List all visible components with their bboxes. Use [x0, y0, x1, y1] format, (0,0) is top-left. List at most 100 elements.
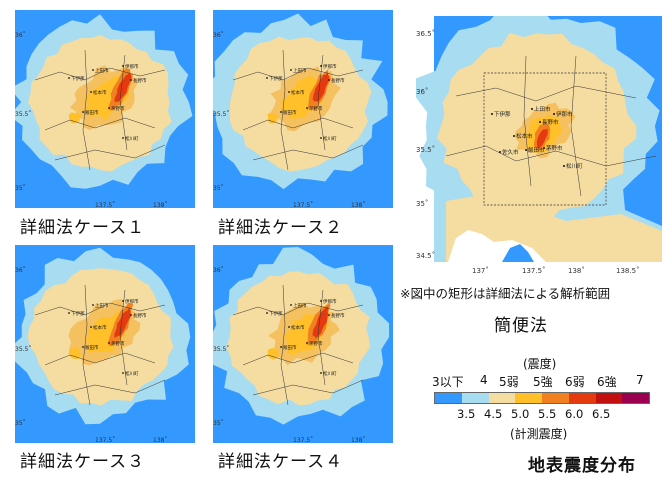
city-marker	[491, 113, 493, 115]
boundary-line	[82, 49, 91, 171]
lat-tick: 35.5˚	[213, 111, 229, 118]
boundary-line	[54, 144, 166, 161]
city-label: 飯田市	[283, 109, 297, 116]
boundary-line	[119, 54, 128, 151]
legend-class: 3以下	[432, 375, 464, 389]
boundary-line	[119, 289, 128, 386]
intensity-zone	[68, 347, 82, 360]
city-label: 松本市	[291, 324, 305, 331]
city-label: 茅野市	[309, 105, 323, 112]
city-marker	[122, 300, 124, 302]
legend-class: 6弱	[565, 375, 585, 389]
city-label: 伊那市	[556, 110, 573, 118]
legend-value: 4.5	[484, 407, 503, 421]
lat-tick: 35˚	[15, 420, 26, 427]
case-label: 詳細法ケース４	[218, 452, 344, 472]
boundary-line	[54, 379, 166, 396]
city-marker	[320, 300, 322, 302]
city-marker	[92, 69, 94, 71]
city-label: 上田市	[534, 105, 551, 113]
city-marker	[553, 113, 555, 115]
map-panel-2: 36˚ 35.5˚ 35˚ 137.5˚ 138˚ 上田市 下伊那 伊那市 松本市 長野市 飯田市 茅…	[213, 10, 393, 208]
legend-title: (震度)	[523, 357, 557, 371]
city-marker	[68, 77, 70, 79]
boundary-line	[570, 55, 582, 197]
city-label: 長野市	[331, 77, 345, 84]
lat-tick: 36˚	[213, 267, 224, 274]
lat-tick: 36.5˚	[416, 30, 435, 38]
legend-class: 5弱	[499, 375, 519, 389]
legend-value: 5.0	[511, 407, 530, 421]
boundary-line	[242, 352, 354, 366]
city-marker	[320, 372, 322, 374]
intensity-zone	[536, 128, 548, 148]
lon-tick: 137.5˚	[293, 437, 313, 443]
city-label: 下伊那	[269, 75, 283, 82]
lat-tick: 35˚	[416, 200, 428, 208]
city-label: 松川町	[566, 162, 583, 170]
city-label: 茅野市	[111, 105, 125, 112]
boundary-line	[232, 302, 364, 316]
simple-method-label: 簡便法	[494, 316, 548, 336]
city-label: 伊那市	[323, 63, 337, 70]
boundary-line	[252, 379, 364, 396]
city-label: 松本市	[516, 132, 533, 140]
lon-tick: 138.5˚	[616, 267, 640, 275]
city-label: 上田市	[95, 302, 109, 309]
city-marker	[306, 342, 308, 344]
city-label: 下伊那	[71, 310, 85, 317]
intensity-zone	[312, 72, 330, 102]
legend-color-bar	[434, 392, 650, 404]
lat-tick: 36˚	[416, 88, 428, 96]
lat-tick: 35˚	[213, 185, 224, 192]
city-label: 松本市	[93, 324, 107, 331]
city-marker	[563, 165, 565, 167]
lat-tick: 35.5˚	[416, 146, 435, 154]
legend-swatch	[435, 393, 462, 403]
map-panel-3: 36˚ 35.5˚ 35˚ 137.5˚ 138˚ 上田市 下伊那 伊那市 松本市 長野市 飯田市 茅…	[15, 245, 195, 443]
city-label: 長野市	[542, 118, 559, 126]
legend-value: 5.5	[538, 407, 557, 421]
city-marker	[122, 372, 124, 374]
boundary-line	[455, 85, 637, 102]
legend-value: 6.0	[565, 407, 584, 421]
case-label: 詳細法ケース２	[218, 218, 344, 238]
city-label: 上田市	[95, 67, 109, 74]
analysis-range-rect	[483, 72, 607, 206]
lon-tick: 138˚	[351, 437, 365, 443]
boundary-line	[317, 54, 326, 151]
map-panel-4: 36˚ 35.5˚ 35˚ 137.5˚ 138˚ 上田市 下伊那 伊那市 松本市 長野市 飯田市 茅…	[213, 245, 393, 443]
boundary-line	[252, 144, 364, 161]
lat-tick: 36˚	[213, 32, 224, 39]
city-marker	[539, 121, 541, 123]
lat-tick: 36˚	[15, 267, 26, 274]
case-label: 詳細法ケース１	[20, 218, 146, 238]
legend-swatch	[461, 393, 489, 403]
intensity-zone	[267, 112, 278, 124]
lat-tick: 35˚	[15, 185, 26, 192]
city-marker	[266, 312, 268, 314]
lon-tick: 137.5˚	[522, 267, 546, 275]
city-label: 茅野市	[309, 340, 323, 347]
lon-tick: 138˚	[153, 437, 167, 443]
city-marker	[525, 149, 527, 151]
lat-tick: 35.5˚	[15, 346, 31, 353]
distribution-title: 地表震度分布	[528, 456, 636, 476]
boundary-line	[232, 67, 364, 81]
city-marker	[108, 342, 110, 344]
city-marker	[122, 137, 124, 139]
city-label: 茅野市	[111, 340, 125, 347]
boundary-line	[44, 352, 156, 366]
city-label: 長野市	[133, 77, 147, 84]
city-marker	[280, 346, 282, 348]
analysis-range-note: ※図中の矩形は詳細法による解析範囲	[400, 286, 611, 301]
city-label: 飯田市	[528, 146, 545, 154]
city-marker	[328, 314, 330, 316]
city-label: 松川町	[125, 135, 139, 142]
lon-tick: 137.5˚	[293, 202, 313, 208]
lon-tick: 138˚	[153, 202, 167, 208]
boundary-line	[523, 55, 532, 187]
city-marker	[499, 151, 501, 153]
